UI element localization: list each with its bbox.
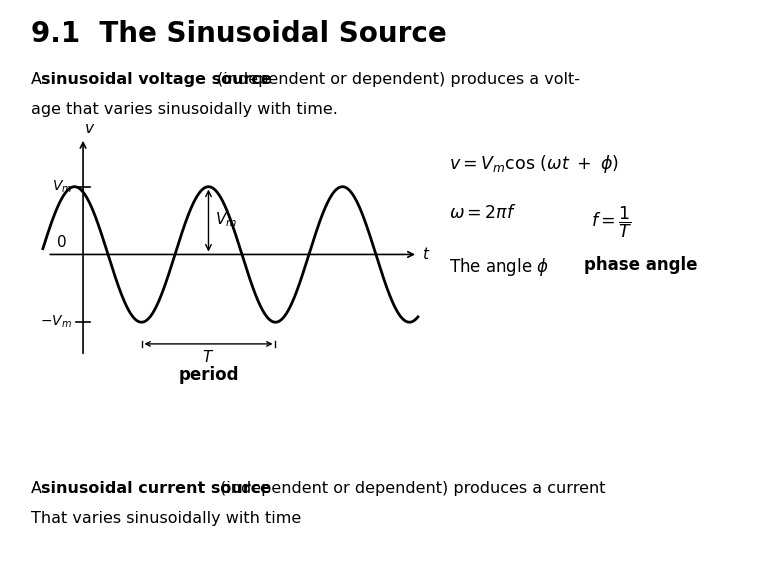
- Text: sinusoidal current source: sinusoidal current source: [41, 481, 271, 496]
- Text: age that varies sinusoidally with time.: age that varies sinusoidally with time.: [31, 102, 338, 117]
- Text: $t$: $t$: [422, 247, 431, 263]
- Text: $f = \dfrac{1}{T}$: $f = \dfrac{1}{T}$: [591, 204, 633, 240]
- Text: 9.1  The Sinusoidal Source: 9.1 The Sinusoidal Source: [31, 20, 446, 48]
- Text: $V_m$: $V_m$: [215, 210, 237, 229]
- Text: $T$: $T$: [202, 349, 214, 365]
- Text: $V_m$: $V_m$: [52, 179, 72, 195]
- Text: period: period: [178, 366, 239, 384]
- Text: phase angle: phase angle: [584, 256, 697, 274]
- Text: (independent or dependent) produces a volt-: (independent or dependent) produces a vo…: [217, 72, 581, 87]
- Text: $0$: $0$: [56, 234, 67, 251]
- Text: $v$: $v$: [84, 121, 95, 136]
- Text: sinusoidal voltage source: sinusoidal voltage source: [41, 72, 272, 87]
- Text: $\omega = 2\pi f$: $\omega = 2\pi f$: [449, 204, 517, 222]
- Text: $v = V_m \cos\,(\omega t\ +\ \phi)$: $v = V_m \cos\,(\omega t\ +\ \phi)$: [449, 153, 620, 175]
- Text: (independent or dependent) produces a current: (independent or dependent) produces a cu…: [220, 481, 606, 496]
- Text: $-V_m$: $-V_m$: [41, 314, 72, 331]
- Text: The angle $\phi$: The angle $\phi$: [449, 256, 549, 278]
- Text: That varies sinusoidally with time: That varies sinusoidally with time: [31, 511, 301, 526]
- Text: A: A: [31, 481, 47, 496]
- Text: A: A: [31, 72, 47, 87]
